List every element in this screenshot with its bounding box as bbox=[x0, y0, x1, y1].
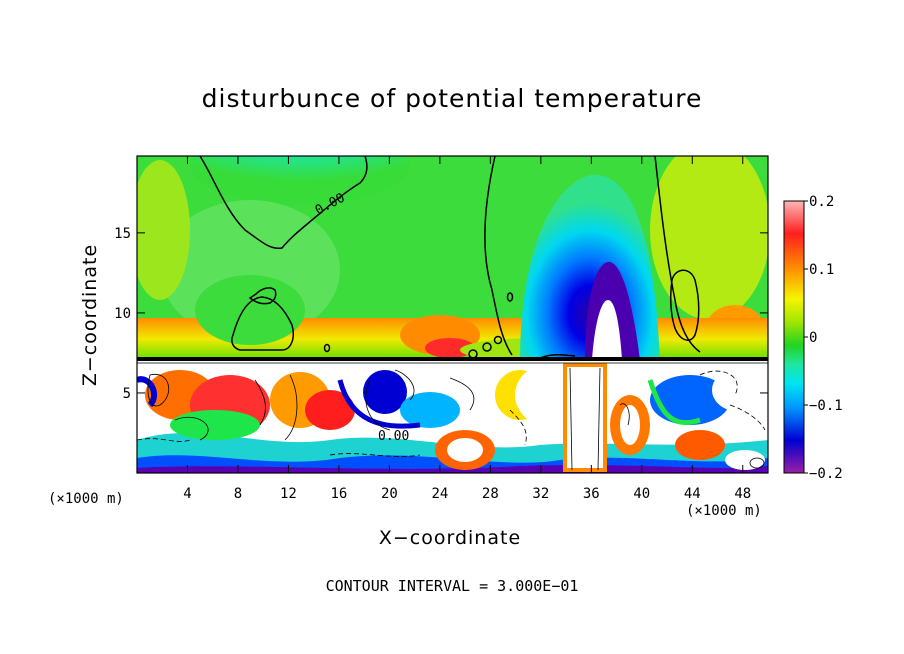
colorbar: 0.2 0.1 0 −0.1 −0.2 bbox=[783, 194, 843, 482]
x-tick-label: 4 bbox=[183, 486, 191, 502]
colorbar-tick-label: 0.2 bbox=[809, 194, 834, 210]
colorbar-tick-label: −0.2 bbox=[809, 466, 843, 482]
x-tick-label: 36 bbox=[583, 486, 600, 502]
contour-label: 0.00 bbox=[378, 429, 409, 444]
x-tick-label: 32 bbox=[532, 486, 549, 502]
x-tick-label: 20 bbox=[381, 486, 398, 502]
x-unit-label-left: (×1000 m) bbox=[48, 491, 124, 507]
x-tick-label: 44 bbox=[684, 486, 701, 502]
plot-frame bbox=[136, 155, 769, 474]
x-tick-label: 12 bbox=[280, 486, 297, 502]
x-unit-label-right: (×1000 m) bbox=[686, 503, 762, 519]
colorbar-tick-label: 0.1 bbox=[809, 262, 834, 278]
colorbar-scale bbox=[783, 200, 805, 474]
x-axis-label: X−coordinate bbox=[378, 527, 522, 549]
x-tick-label: 16 bbox=[330, 486, 347, 502]
y-tick-label: 15 bbox=[114, 226, 131, 242]
y-tick-label: 10 bbox=[114, 306, 131, 322]
y-tick-label: 5 bbox=[123, 386, 131, 402]
chart-title: disturbunce of potential temperature bbox=[201, 84, 703, 113]
x-tick-label: 28 bbox=[482, 486, 499, 502]
x-tick-label: 40 bbox=[633, 486, 650, 502]
colorbar-ticks: 0.2 0.1 0 −0.1 −0.2 bbox=[804, 194, 843, 482]
colorbar-tick-label: −0.1 bbox=[809, 398, 843, 414]
contour-interval-note: CONTOUR INTERVAL = 3.000E−01 bbox=[325, 577, 579, 595]
x-tick-label: 48 bbox=[734, 486, 751, 502]
colorbar-tick-label: 0 bbox=[809, 330, 817, 346]
heatmap-field bbox=[137, 156, 768, 473]
x-tick-label: 24 bbox=[431, 486, 448, 502]
x-tick-label: 8 bbox=[234, 486, 242, 502]
